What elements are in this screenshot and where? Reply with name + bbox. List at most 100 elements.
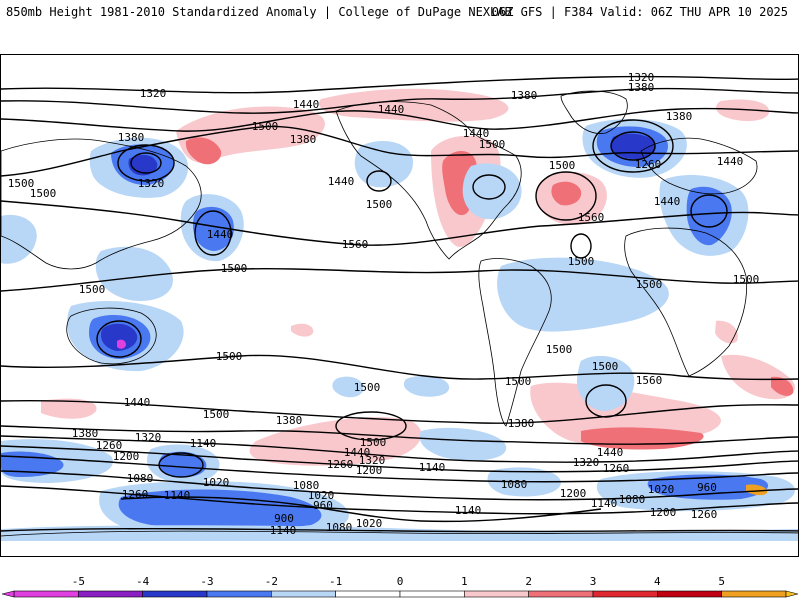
colorbar-swatch — [13, 590, 79, 598]
contour-label: 1200 — [650, 506, 677, 519]
contour-label: 1380 — [511, 89, 538, 102]
low-center-greenland-inner — [610, 131, 656, 161]
contour-label: 1260 — [691, 508, 718, 521]
low-center-africa-south — [585, 384, 627, 418]
colorbar-swatch — [657, 590, 722, 598]
colorbar-tick-label: 3 — [590, 575, 597, 588]
contour-label: 1440 — [328, 175, 355, 188]
europe-coast — [640, 137, 758, 195]
contour-1440 — [1, 107, 798, 132]
contour-label: 1020 — [203, 476, 230, 489]
negative-anomaly-region — [576, 355, 635, 411]
contour-label: 1080 — [326, 521, 353, 534]
negative-anomaly-region — [419, 427, 507, 461]
positive-anomaly-region — [715, 320, 738, 344]
contour-label: 1560 — [636, 374, 663, 387]
colorbar-tick-label: 4 — [654, 575, 661, 588]
negative-anomaly-region — [95, 246, 173, 301]
negative-anomaly-region — [647, 474, 769, 500]
contour-label: 1440 — [207, 228, 234, 241]
north-america-coast — [335, 101, 522, 260]
contour-label: 1140 — [419, 461, 446, 474]
colorbar-tick-label: -5 — [72, 575, 85, 588]
colorbar-swatch — [271, 590, 336, 598]
contour-label: 1440 — [293, 98, 320, 111]
contour-label: 1320 — [135, 431, 162, 444]
colorbar-tick-label: -4 — [136, 575, 150, 588]
negative-anomaly-region — [193, 206, 234, 251]
map-panel: 1320 1320 1380 1440 1440 1380 1500 1380 1440 1500… — [0, 54, 799, 557]
contour-label: 1140 — [164, 489, 191, 502]
positive-anomaly-region — [185, 137, 222, 165]
contour-1320-south — [1, 435, 798, 463]
anomaly-shading — [1, 88, 798, 541]
positive-anomaly-region — [41, 398, 97, 419]
contour-label: 1260 — [96, 439, 123, 452]
contour-1500-tropics — [1, 268, 798, 292]
colorbar-swatch — [142, 590, 208, 598]
contour-1140-south — [1, 470, 798, 501]
asia-coast — [1, 138, 202, 270]
contour-label: 960 — [313, 499, 333, 512]
contour-label: 1440 — [717, 155, 744, 168]
contour-label: 1500 — [546, 343, 573, 356]
contour-label: 1500 — [203, 408, 230, 421]
contour-label: 1500 — [479, 138, 506, 151]
colorbar-tick-label: 1 — [461, 575, 468, 588]
map-title: 850mb Height 1981-2010 Standardized Anom… — [6, 5, 512, 19]
contour-label: 1320 — [359, 454, 386, 467]
contour-label: 1200 — [356, 464, 383, 477]
contour-1380-south — [1, 425, 798, 445]
contour-label: 1380 — [118, 131, 145, 144]
contour-1140-coast — [1, 527, 798, 533]
colorbar-tick-label: 5 — [718, 575, 725, 588]
contour-label: 1080 — [501, 478, 528, 491]
negative-anomaly-region — [746, 484, 768, 496]
contour-label: 1140 — [591, 497, 618, 510]
positive-anomaly-region — [771, 376, 794, 396]
negative-anomaly-region — [101, 323, 138, 351]
negative-anomaly-region — [332, 376, 364, 398]
negative-anomaly-region — [686, 186, 732, 246]
contour-1260-south — [1, 445, 798, 473]
anomaly-colorbar: -5 -4 -3 -2 -1 0 1 2 3 4 5 — [1, 575, 799, 598]
contour-label: 1020 — [648, 483, 675, 496]
contour-label: 1500 — [636, 278, 663, 291]
contour-label: 1500 — [549, 159, 576, 172]
contour-1320 — [1, 75, 798, 94]
negative-anomaly-region — [117, 339, 126, 349]
contour-label: 1260 — [122, 488, 149, 501]
contour-label: 1380 — [508, 417, 535, 430]
contour-label: 1080 — [619, 493, 646, 506]
low-center-greenland — [592, 119, 674, 173]
contour-1500-south — [1, 354, 798, 381]
contour-label: 1200 — [113, 450, 140, 463]
contour-label: 1500 — [568, 255, 595, 268]
contour-1440-south — [1, 399, 798, 424]
negative-anomaly-region — [118, 489, 322, 530]
positive-anomaly-region — [249, 417, 422, 466]
colorbar-tick-label: 0 — [397, 575, 404, 588]
contour-label: 1440 — [124, 396, 151, 409]
low-center-australia — [96, 320, 142, 358]
contour-label: 1020 — [308, 489, 335, 502]
contour-label: 1320 — [138, 177, 165, 190]
colorbar-swatch — [592, 590, 658, 598]
greenland-coast — [560, 90, 628, 134]
contour-label: 1320 — [573, 456, 600, 469]
low-center-pacific — [194, 210, 232, 256]
contour-label: 1320 — [140, 87, 167, 100]
contour-label: 1320 — [628, 71, 655, 84]
contour-label: 1140 — [270, 524, 297, 537]
contour-label: 1560 — [578, 211, 605, 224]
contour-label: 1500 — [360, 436, 387, 449]
contour-label: 1500 — [354, 381, 381, 394]
australia-coast — [66, 307, 157, 365]
colorbar-swatch — [528, 590, 594, 598]
height-contours — [1, 75, 798, 533]
contour-label: 1440 — [344, 446, 371, 459]
negative-anomaly-region — [497, 257, 669, 332]
contour-label: 1500 — [221, 262, 248, 275]
positive-anomaly-region — [291, 323, 314, 337]
